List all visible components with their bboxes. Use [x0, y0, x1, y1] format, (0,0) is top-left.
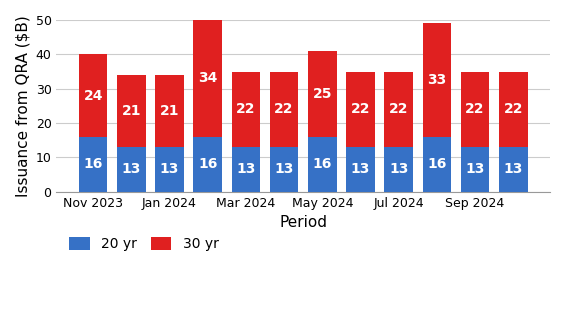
Bar [499, 147, 528, 192]
Text: 13: 13 [275, 162, 294, 177]
Text: 13: 13 [236, 162, 255, 177]
Bar [384, 147, 413, 192]
Bar [460, 72, 489, 147]
Bar [460, 147, 489, 192]
Legend: 20 yr, 30 yr: 20 yr, 30 yr [63, 232, 224, 257]
Bar [270, 147, 298, 192]
Bar [384, 72, 413, 147]
Text: 21: 21 [160, 104, 179, 118]
Text: 16: 16 [427, 157, 446, 171]
Text: 16: 16 [84, 157, 103, 171]
Text: 34: 34 [198, 71, 218, 85]
Text: 22: 22 [389, 102, 408, 116]
Text: 13: 13 [351, 162, 370, 177]
Text: 25: 25 [312, 87, 332, 101]
Bar [270, 72, 298, 147]
Bar [232, 72, 260, 147]
Bar [117, 75, 146, 147]
Text: 33: 33 [427, 73, 446, 87]
Bar [346, 72, 375, 147]
Text: 22: 22 [236, 102, 256, 116]
Text: 24: 24 [84, 88, 103, 103]
Text: 22: 22 [275, 102, 294, 116]
Bar [79, 54, 107, 137]
Text: 22: 22 [351, 102, 370, 116]
Bar [346, 147, 375, 192]
Text: 13: 13 [503, 162, 523, 177]
Bar [79, 137, 107, 192]
Text: 16: 16 [198, 157, 218, 171]
Bar [117, 147, 146, 192]
Bar [423, 23, 451, 137]
X-axis label: Period: Period [279, 215, 327, 230]
Bar [193, 137, 222, 192]
Text: 16: 16 [312, 157, 332, 171]
Text: 22: 22 [503, 102, 523, 116]
Y-axis label: Issuance from QRA ($B): Issuance from QRA ($B) [15, 15, 30, 197]
Text: 13: 13 [389, 162, 408, 177]
Bar [155, 147, 184, 192]
Bar [308, 51, 337, 137]
Bar [155, 75, 184, 147]
Bar [308, 137, 337, 192]
Text: 21: 21 [121, 104, 141, 118]
Bar [193, 20, 222, 137]
Text: 13: 13 [466, 162, 485, 177]
Text: 13: 13 [121, 162, 141, 177]
Text: 22: 22 [466, 102, 485, 116]
Bar [232, 147, 260, 192]
Text: 13: 13 [160, 162, 179, 177]
Bar [423, 137, 451, 192]
Bar [499, 72, 528, 147]
